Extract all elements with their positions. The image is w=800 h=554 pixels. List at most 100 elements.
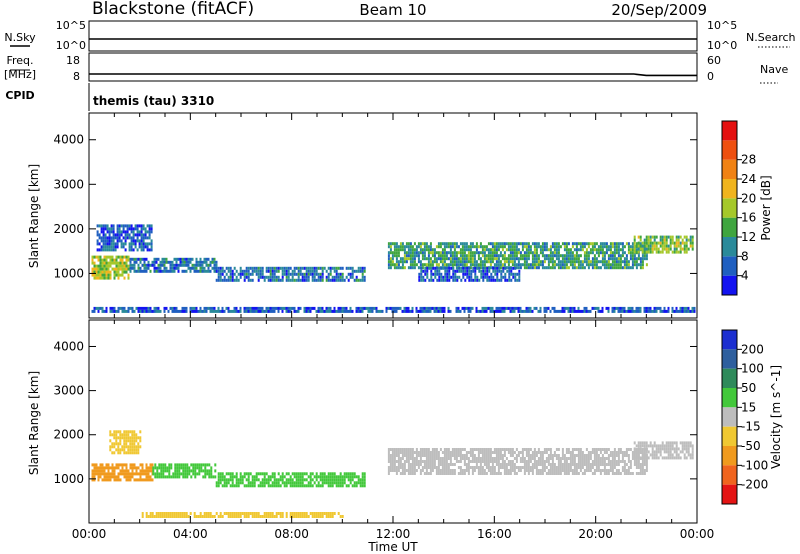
data-cell — [637, 306, 640, 310]
data-cell — [509, 254, 512, 258]
data-cell — [133, 430, 136, 434]
data-cell — [547, 266, 550, 270]
data-cell — [209, 309, 212, 313]
data-cell — [147, 306, 150, 310]
data-cell — [321, 515, 324, 518]
data-cell — [501, 448, 504, 451]
data-cell — [421, 248, 424, 252]
data-cell — [621, 457, 624, 460]
data-cell — [95, 306, 98, 310]
data-cell — [117, 267, 120, 271]
data-cell — [537, 460, 540, 463]
data-cell — [633, 260, 636, 264]
data-cell — [457, 460, 460, 463]
data-cell — [273, 481, 276, 485]
data-cell — [625, 463, 628, 466]
data-cell — [535, 454, 538, 457]
data-cell — [151, 260, 154, 264]
data-cell — [673, 250, 676, 254]
data-cell — [120, 230, 123, 234]
data-cell — [204, 463, 207, 467]
data-cell — [651, 453, 654, 457]
data-cell — [138, 245, 141, 249]
data-cell — [417, 454, 420, 457]
data-cell — [537, 245, 540, 249]
data-cell — [483, 472, 486, 475]
data-cell — [243, 306, 246, 310]
data-cell — [599, 460, 602, 463]
data-cell — [465, 257, 468, 261]
data-cell — [163, 309, 166, 313]
data-cell — [449, 257, 452, 261]
data-cell — [545, 472, 548, 475]
data-cell — [160, 469, 163, 473]
data-cell — [677, 244, 680, 248]
data-cell — [665, 241, 668, 245]
data-cell — [665, 309, 668, 313]
data-cell — [531, 466, 534, 469]
data-cell — [114, 242, 117, 246]
data-cell — [165, 257, 168, 261]
data-cell — [403, 469, 406, 472]
data-cell — [591, 242, 594, 246]
data-cell — [669, 441, 672, 445]
data-cell — [687, 238, 690, 242]
data-cell — [669, 247, 672, 251]
data-cell — [175, 515, 178, 518]
data-cell — [173, 257, 176, 261]
data-cell — [599, 260, 602, 264]
data-cell — [655, 241, 658, 245]
data-cell — [209, 263, 212, 267]
data-cell — [485, 472, 488, 475]
data-cell — [569, 463, 572, 466]
data-cell — [307, 481, 310, 485]
data-cell — [171, 515, 174, 518]
data-cell — [120, 242, 123, 246]
data-cell — [518, 272, 521, 276]
data-cell — [645, 466, 648, 469]
data-cell — [299, 478, 302, 482]
data-cell — [221, 272, 224, 276]
data-cell — [443, 260, 446, 264]
data-cell — [499, 260, 502, 264]
data-cell — [641, 263, 644, 267]
data-cell — [495, 463, 498, 466]
data-cell — [561, 254, 564, 258]
data-cell — [427, 472, 430, 475]
data-cell — [423, 257, 426, 261]
data-cell — [257, 512, 260, 515]
data-cell — [113, 306, 116, 310]
data-cell — [341, 484, 344, 488]
data-cell — [623, 251, 626, 255]
data-cell — [114, 233, 117, 237]
data-cell — [101, 264, 104, 268]
data-cell — [355, 475, 358, 479]
data-cell — [623, 266, 626, 270]
data-cell — [483, 469, 486, 472]
data-cell — [436, 278, 439, 282]
data-cell — [261, 472, 264, 476]
data-cell — [139, 445, 142, 449]
data-cell — [183, 263, 186, 267]
data-cell — [223, 475, 226, 479]
data-cell — [541, 248, 544, 252]
data-cell — [629, 460, 632, 463]
data-cell — [571, 263, 574, 267]
data-cell — [389, 260, 392, 264]
data-cell — [659, 453, 662, 457]
data-cell — [105, 309, 108, 313]
data-cell — [203, 257, 206, 261]
data-cell — [577, 266, 580, 270]
data-cell — [595, 242, 598, 246]
data-cell — [643, 451, 646, 454]
data-cell — [621, 460, 624, 463]
data-cell — [177, 269, 180, 273]
data-cell — [509, 451, 512, 454]
data-cell — [113, 466, 116, 470]
data-cell — [154, 472, 157, 476]
data-cell — [203, 269, 206, 273]
data-cell — [363, 269, 366, 273]
data-cell — [671, 447, 674, 451]
data-cell — [239, 275, 242, 279]
data-cell — [510, 269, 513, 273]
